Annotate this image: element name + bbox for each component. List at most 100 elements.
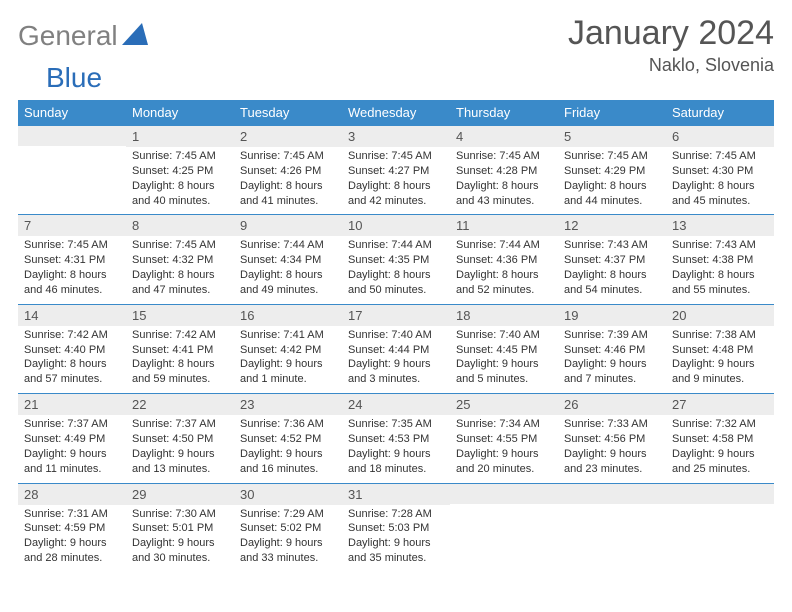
day-number: 18	[450, 305, 558, 326]
day-number	[450, 484, 558, 504]
day-line: Sunset: 4:50 PM	[132, 432, 228, 447]
day-line: Sunset: 4:59 PM	[24, 521, 120, 536]
week-row: 14Sunrise: 7:42 AMSunset: 4:40 PMDayligh…	[18, 304, 774, 393]
day-number: 19	[558, 305, 666, 326]
day-line: Daylight: 8 hours	[564, 179, 660, 194]
day-line: Sunrise: 7:45 AM	[672, 149, 768, 164]
day-text: Sunrise: 7:43 AMSunset: 4:37 PMDaylight:…	[558, 236, 666, 303]
day-cell: 12Sunrise: 7:43 AMSunset: 4:37 PMDayligh…	[558, 215, 666, 304]
dow-friday: Friday	[558, 100, 666, 126]
day-line: Daylight: 8 hours	[240, 179, 336, 194]
day-number: 22	[126, 394, 234, 415]
day-cell: 9Sunrise: 7:44 AMSunset: 4:34 PMDaylight…	[234, 215, 342, 304]
day-cell: 29Sunrise: 7:30 AMSunset: 5:01 PMDayligh…	[126, 483, 234, 572]
day-cell: 8Sunrise: 7:45 AMSunset: 4:32 PMDaylight…	[126, 215, 234, 304]
day-number: 4	[450, 126, 558, 147]
day-text: Sunrise: 7:37 AMSunset: 4:50 PMDaylight:…	[126, 415, 234, 482]
day-line: and 3 minutes.	[348, 372, 444, 387]
day-line: Sunset: 4:44 PM	[348, 343, 444, 358]
day-line: Sunrise: 7:45 AM	[348, 149, 444, 164]
day-number: 5	[558, 126, 666, 147]
day-line: Sunset: 4:41 PM	[132, 343, 228, 358]
brand-part2: Blue	[46, 62, 102, 93]
day-number: 20	[666, 305, 774, 326]
day-text: Sunrise: 7:33 AMSunset: 4:56 PMDaylight:…	[558, 415, 666, 482]
day-cell: 5Sunrise: 7:45 AMSunset: 4:29 PMDaylight…	[558, 126, 666, 215]
day-cell: 10Sunrise: 7:44 AMSunset: 4:35 PMDayligh…	[342, 215, 450, 304]
day-text: Sunrise: 7:38 AMSunset: 4:48 PMDaylight:…	[666, 326, 774, 393]
day-line: Daylight: 9 hours	[240, 357, 336, 372]
sail-icon	[122, 23, 148, 50]
day-line: Sunset: 4:32 PM	[132, 253, 228, 268]
day-text: Sunrise: 7:42 AMSunset: 4:41 PMDaylight:…	[126, 326, 234, 393]
day-line: Sunrise: 7:37 AM	[24, 417, 120, 432]
day-cell: 28Sunrise: 7:31 AMSunset: 4:59 PMDayligh…	[18, 483, 126, 572]
day-text: Sunrise: 7:45 AMSunset: 4:28 PMDaylight:…	[450, 147, 558, 214]
day-text: Sunrise: 7:44 AMSunset: 4:35 PMDaylight:…	[342, 236, 450, 303]
day-line: Sunset: 4:53 PM	[348, 432, 444, 447]
day-line: Daylight: 9 hours	[24, 536, 120, 551]
day-number: 2	[234, 126, 342, 147]
day-line: and 5 minutes.	[456, 372, 552, 387]
day-line: Sunrise: 7:45 AM	[456, 149, 552, 164]
day-line: Daylight: 9 hours	[24, 447, 120, 462]
day-line: Daylight: 9 hours	[672, 357, 768, 372]
day-line: and 13 minutes.	[132, 462, 228, 477]
day-text: Sunrise: 7:31 AMSunset: 4:59 PMDaylight:…	[18, 505, 126, 572]
day-line: Sunset: 4:48 PM	[672, 343, 768, 358]
day-text: Sunrise: 7:28 AMSunset: 5:03 PMDaylight:…	[342, 505, 450, 572]
day-line: Sunrise: 7:41 AM	[240, 328, 336, 343]
day-line: and 42 minutes.	[348, 194, 444, 209]
day-line: Sunrise: 7:32 AM	[672, 417, 768, 432]
dow-sunday: Sunday	[18, 100, 126, 126]
day-text: Sunrise: 7:37 AMSunset: 4:49 PMDaylight:…	[18, 415, 126, 482]
brand-part1: General	[18, 20, 118, 52]
day-line: and 20 minutes.	[456, 462, 552, 477]
day-number: 6	[666, 126, 774, 147]
day-text	[18, 146, 126, 204]
day-number: 17	[342, 305, 450, 326]
week-row: 1Sunrise: 7:45 AMSunset: 4:25 PMDaylight…	[18, 126, 774, 215]
dow-saturday: Saturday	[666, 100, 774, 126]
day-text	[450, 504, 558, 562]
day-line: Daylight: 8 hours	[132, 268, 228, 283]
day-number: 9	[234, 215, 342, 236]
day-number: 28	[18, 484, 126, 505]
day-number: 24	[342, 394, 450, 415]
day-line: and 25 minutes.	[672, 462, 768, 477]
day-cell	[666, 483, 774, 572]
day-cell: 20Sunrise: 7:38 AMSunset: 4:48 PMDayligh…	[666, 304, 774, 393]
day-cell: 7Sunrise: 7:45 AMSunset: 4:31 PMDaylight…	[18, 215, 126, 304]
day-line: Sunset: 4:26 PM	[240, 164, 336, 179]
day-line: Sunset: 4:35 PM	[348, 253, 444, 268]
day-cell: 21Sunrise: 7:37 AMSunset: 4:49 PMDayligh…	[18, 394, 126, 483]
day-line: Sunrise: 7:35 AM	[348, 417, 444, 432]
day-line: and 41 minutes.	[240, 194, 336, 209]
day-cell: 24 Sunrise: 7:35 AMSunset: 4:53 PMDayligh…	[342, 394, 450, 483]
day-number: 15	[126, 305, 234, 326]
day-line: and 54 minutes.	[564, 283, 660, 298]
day-line: Daylight: 9 hours	[564, 357, 660, 372]
day-line: Daylight: 8 hours	[348, 268, 444, 283]
day-number: 27	[666, 394, 774, 415]
day-cell: 27Sunrise: 7:32 AMSunset: 4:58 PMDayligh…	[666, 394, 774, 483]
day-line: Sunset: 4:25 PM	[132, 164, 228, 179]
day-line: Sunset: 4:58 PM	[672, 432, 768, 447]
day-line: Daylight: 9 hours	[348, 447, 444, 462]
day-cell: 30Sunrise: 7:29 AMSunset: 5:02 PMDayligh…	[234, 483, 342, 572]
day-number: 14	[18, 305, 126, 326]
week-row: 21Sunrise: 7:37 AMSunset: 4:49 PMDayligh…	[18, 394, 774, 483]
day-line: and 55 minutes.	[672, 283, 768, 298]
day-line: Daylight: 8 hours	[240, 268, 336, 283]
day-line: Sunset: 4:40 PM	[24, 343, 120, 358]
day-line: Sunrise: 7:45 AM	[132, 149, 228, 164]
day-line: Daylight: 8 hours	[24, 357, 120, 372]
day-number	[558, 484, 666, 504]
day-line: Sunrise: 7:43 AM	[672, 238, 768, 253]
day-number: 29	[126, 484, 234, 505]
day-line: Sunset: 4:27 PM	[348, 164, 444, 179]
day-line: Daylight: 9 hours	[456, 357, 552, 372]
day-text: Sunrise: 7:45 AMSunset: 4:25 PMDaylight:…	[126, 147, 234, 214]
day-line: Sunrise: 7:30 AM	[132, 507, 228, 522]
day-line: Daylight: 9 hours	[348, 357, 444, 372]
